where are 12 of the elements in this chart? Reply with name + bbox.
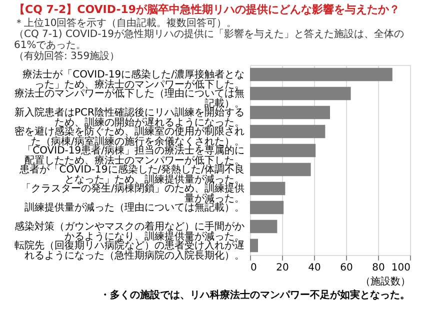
text: ＊上位10回答を示す（自由記載。複数回答可）。 (14, 17, 237, 29)
x-tick-label: 100 (391, 262, 410, 274)
x-tick-label: 40 (308, 262, 321, 274)
x-axis-title: （施設数） (360, 276, 410, 288)
x-tick-label: 20 (276, 262, 289, 274)
chart-title: 【CQ 7-2】COVID-19が脳卒中急性期リハの提供にどんな影響を与えたか？ (14, 3, 400, 16)
text: （有効回答: 359施設） (14, 50, 120, 62)
x-tick-label: 80 (372, 262, 385, 274)
chart-subtitle: （CQ 7-1) COVID-19が急性期リハの提供に「影響を与えた」と答えた施設は、全体の 61%であった。 (14, 28, 404, 51)
x-tick-label: 60 (340, 262, 353, 274)
x-tick-label: 0 (250, 262, 257, 274)
text: ・多くの施設では、リハ科療法士のマンパワー不足が如実となった。 (100, 289, 410, 301)
